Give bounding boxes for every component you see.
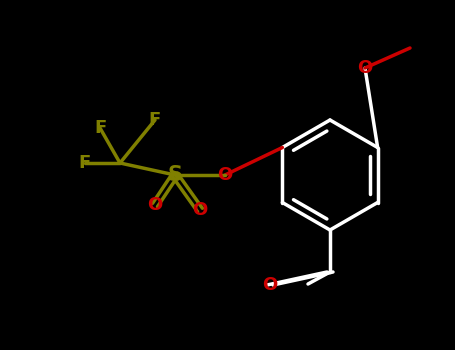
Text: F: F [94, 119, 106, 137]
Text: O: O [147, 196, 162, 214]
Text: S: S [167, 165, 182, 185]
Text: O: O [192, 201, 207, 219]
Text: O: O [263, 276, 278, 294]
Text: O: O [217, 166, 233, 184]
Text: O: O [357, 59, 373, 77]
Text: F: F [149, 111, 161, 129]
Text: F: F [79, 154, 91, 172]
